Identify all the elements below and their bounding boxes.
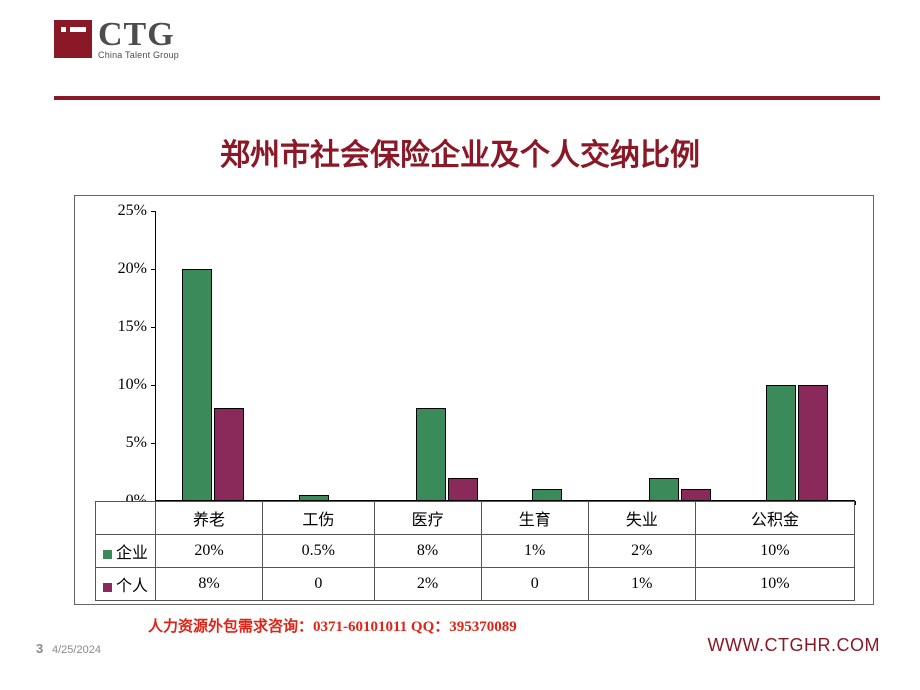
- bar-个人-失业: [681, 489, 711, 501]
- table-series-header: 企业: [96, 535, 156, 568]
- logo-text-wrap: CTG China Talent Group: [98, 18, 179, 60]
- logo: CTG China Talent Group: [54, 18, 880, 60]
- y-tick-label: 5%: [107, 434, 147, 452]
- table-category-header: 工伤: [263, 502, 374, 535]
- chart-data-table: 养老工伤医疗生育失业公积金企业20%0.5%8%1%2%10%个人8%02%01…: [95, 501, 855, 601]
- table-cell: 10%: [695, 535, 854, 568]
- table-cell: 0: [481, 568, 588, 601]
- bar-企业-养老: [182, 269, 212, 501]
- y-tick-label: 10%: [107, 376, 147, 394]
- table-cell: 20%: [156, 535, 263, 568]
- bar-企业-公积金: [766, 385, 796, 501]
- table-cell: 1%: [481, 535, 588, 568]
- bar-个人-医疗: [448, 478, 478, 501]
- y-tick-label: 20%: [107, 260, 147, 278]
- table-category-header: 养老: [156, 502, 263, 535]
- page-title: 郑州市社会保险企业及个人交纳比例: [0, 130, 920, 174]
- table-cell: 0.5%: [263, 535, 374, 568]
- table-cell: 8%: [374, 535, 481, 568]
- logo-icon: [54, 20, 92, 58]
- table-cell: 2%: [588, 535, 695, 568]
- table-cell: 0: [263, 568, 374, 601]
- page-number: 3: [36, 641, 43, 656]
- chart-plot: 0%5%10%15%20%25%: [155, 211, 855, 501]
- y-tick-label: 25%: [107, 202, 147, 220]
- bar-企业-生育: [532, 489, 562, 501]
- logo-sub-text: China Talent Group: [98, 50, 179, 60]
- bar-个人-养老: [214, 408, 244, 501]
- table-category-header: 失业: [588, 502, 695, 535]
- table-category-header: 医疗: [374, 502, 481, 535]
- y-axis-line: [155, 211, 156, 501]
- date-stamp: 4/25/2024: [52, 644, 101, 656]
- table-cell: 1%: [588, 568, 695, 601]
- chart-frame: 0%5%10%15%20%25% 养老工伤医疗生育失业公积金企业20%0.5%8…: [74, 195, 874, 605]
- series-name: 企业: [116, 545, 148, 562]
- table-cell: 2%: [374, 568, 481, 601]
- table-category-header: 公积金: [695, 502, 854, 535]
- footer-contact: 人力资源外包需求咨询：0371-60101011 QQ：395370089: [148, 615, 517, 636]
- table-series-header: 个人: [96, 568, 156, 601]
- table-legend-header-blank: [96, 502, 156, 535]
- header-divider: [54, 96, 880, 100]
- series-name: 个人: [116, 578, 148, 595]
- legend-swatch-icon: [103, 550, 112, 559]
- table-category-header: 生育: [481, 502, 588, 535]
- table-cell: 8%: [156, 568, 263, 601]
- y-tick-label: 15%: [107, 318, 147, 336]
- logo-main-text: CTG: [98, 18, 179, 52]
- table-cell: 10%: [695, 568, 854, 601]
- bar-个人-公积金: [798, 385, 828, 501]
- header: CTG China Talent Group: [54, 18, 880, 78]
- bar-企业-医疗: [416, 408, 446, 501]
- bar-企业-失业: [649, 478, 679, 501]
- legend-swatch-icon: [103, 583, 112, 592]
- footer-url: WWW.CTGHR.COM: [708, 635, 880, 656]
